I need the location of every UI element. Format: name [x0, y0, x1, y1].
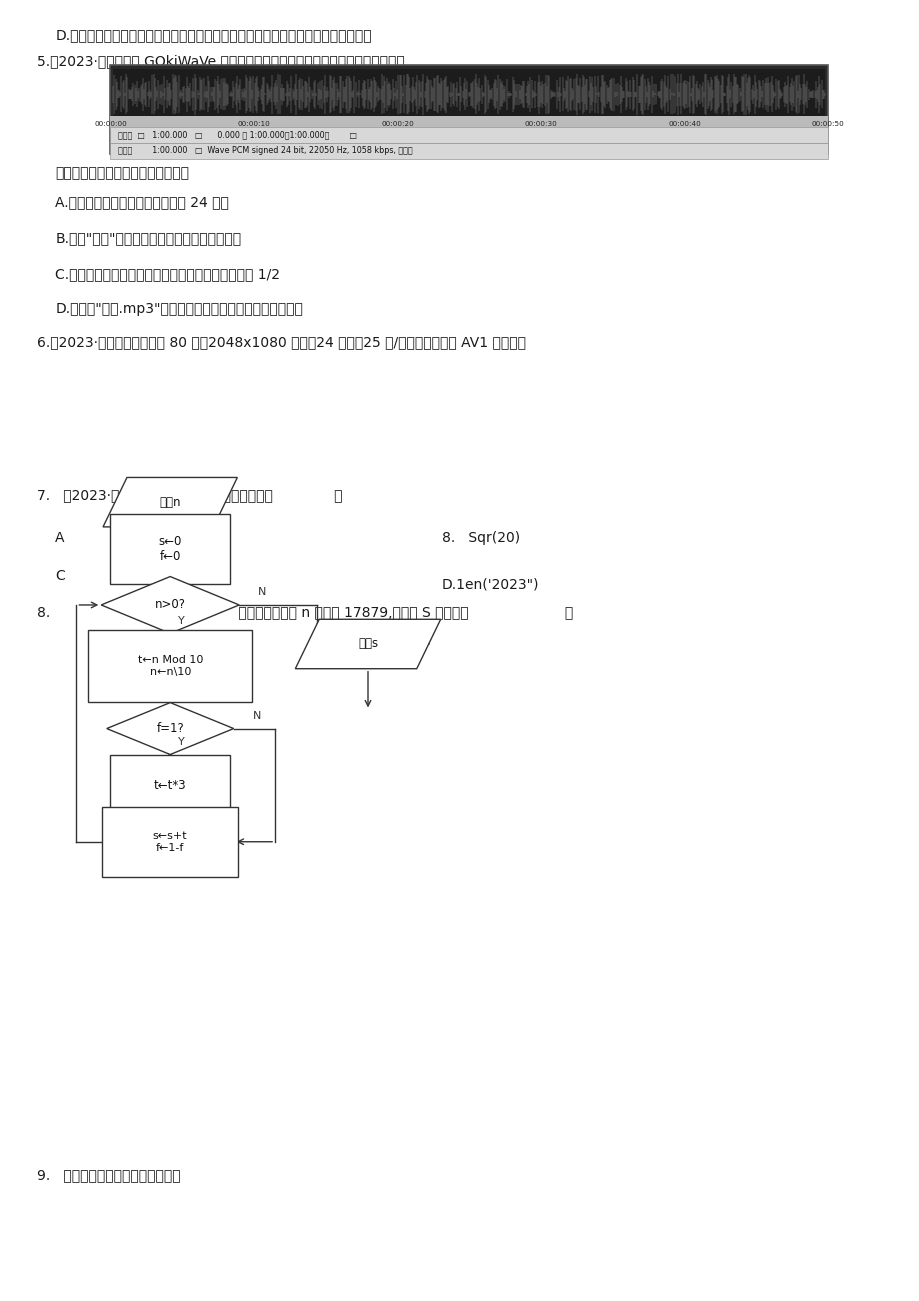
Text: 00:00:40: 00:00:40 [667, 121, 700, 127]
Polygon shape [101, 576, 239, 634]
Text: B.设置"淡出"效果可能会减少该音频的量化位数: B.设置"淡出"效果可能会减少该音频的量化位数 [55, 232, 241, 246]
Text: 00:00:10: 00:00:10 [237, 121, 270, 127]
Polygon shape [295, 619, 440, 669]
Text: 7.   （2023·浙江）下列 VB 表达式中，值最大的是（              ）: 7. （2023·浙江）下列 VB 表达式中，值最大的是（ ） [37, 488, 342, 502]
Text: C: C [55, 569, 65, 583]
Text: A: A [55, 531, 64, 545]
Text: 8.   Sqr(20): 8. Sqr(20) [441, 531, 519, 545]
Text: 右声道  □   1:00.000   □      0.000 到 1:00.000（1:00.000）        □: 右声道 □ 1:00.000 □ 0.000 到 1:00.000（1:00.0… [118, 131, 357, 139]
Polygon shape [103, 477, 237, 527]
FancyBboxPatch shape [113, 69, 824, 120]
Text: 00:00:20: 00:00:20 [380, 121, 414, 127]
Text: D.1en('2023"): D.1en('2023") [441, 578, 539, 592]
Text: t←t*3: t←t*3 [153, 779, 187, 792]
Text: C.删除选中部分后直接保存，其存储容量变为原来的 1/2: C.删除选中部分后直接保存，其存储容量变为原来的 1/2 [55, 267, 280, 281]
FancyBboxPatch shape [110, 65, 827, 154]
FancyBboxPatch shape [110, 116, 827, 130]
Polygon shape [107, 703, 233, 755]
Text: N: N [257, 587, 267, 597]
FancyBboxPatch shape [110, 514, 230, 584]
Text: t←n Mod 10
n←n\10: t←n Mod 10 n←n\10 [137, 656, 203, 677]
Text: 00:00:50: 00:00:50 [811, 121, 844, 127]
FancyBboxPatch shape [110, 127, 827, 143]
Text: A.每个采样点量化值的编码长度为 24 字节: A.每个采样点量化值的编码长度为 24 字节 [55, 195, 229, 209]
Text: f=1?: f=1? [156, 722, 184, 735]
Text: D.扫描某文字稿生成只有黑、白两种颜色的图像，每个像素至少用两位二进制数编码: D.扫描某文字稿生成只有黑、白两种颜色的图像，每个像素至少用两位二进制数编码 [55, 29, 371, 43]
Text: 未修改        1:00.000   □  Wave PCM signed 24 bit, 22050 Hz, 1058 kbps, 立体声: 未修改 1:00.000 □ Wave PCM signed 24 bit, 2… [118, 147, 412, 155]
Text: 输出s: 输出s [357, 637, 378, 650]
Text: D.另存为"旁白.mp3"文件的过程中采用了有损压缩编码方法: D.另存为"旁白.mp3"文件的过程中采用了有损压缩编码方法 [55, 302, 302, 316]
Text: 输入n: 输入n [159, 496, 181, 509]
Text: 5.（2023·浙江）使用 GOkiWaVe 软件录制并编辑某音频文件，部分界面如图所示。: 5.（2023·浙江）使用 GOkiWaVe 软件录制并编辑某音频文件，部分界面… [37, 55, 404, 69]
Text: 8.                                           图所示，若输入 n 的值为 17879,则输出 S 的值是（     : 8. 图所示，若输入 n 的值为 17879,则输出 S 的值是（ [37, 605, 573, 619]
Text: 00:00:00: 00:00:00 [94, 121, 127, 127]
Text: Y: Y [177, 615, 185, 626]
FancyBboxPatch shape [88, 630, 252, 703]
Text: s←s+t
f←1-f: s←s+t f←1-f [153, 831, 187, 852]
Text: n>0?: n>0? [154, 598, 186, 611]
Text: Y: Y [177, 738, 185, 747]
Text: 下列关于该音频的说法，正确的是（: 下列关于该音频的说法，正确的是（ [55, 167, 189, 181]
Text: s←0
f←0: s←0 f←0 [158, 535, 182, 563]
Text: N: N [252, 710, 261, 721]
FancyBboxPatch shape [102, 807, 238, 877]
Text: 00:00:30: 00:00:30 [524, 121, 557, 127]
Text: 9.   视频文件，其存储容量约为（）: 9. 视频文件，其存储容量约为（） [37, 1168, 180, 1183]
FancyBboxPatch shape [110, 755, 230, 817]
Text: 6.（2023·浙江）一个时长为 80 秒、2048x1080 像素、24 位色、25 帧/秒的未经压缩的 AV1 格式无声: 6.（2023·浙江）一个时长为 80 秒、2048x1080 像素、24 位色… [37, 336, 526, 350]
FancyBboxPatch shape [110, 143, 827, 159]
